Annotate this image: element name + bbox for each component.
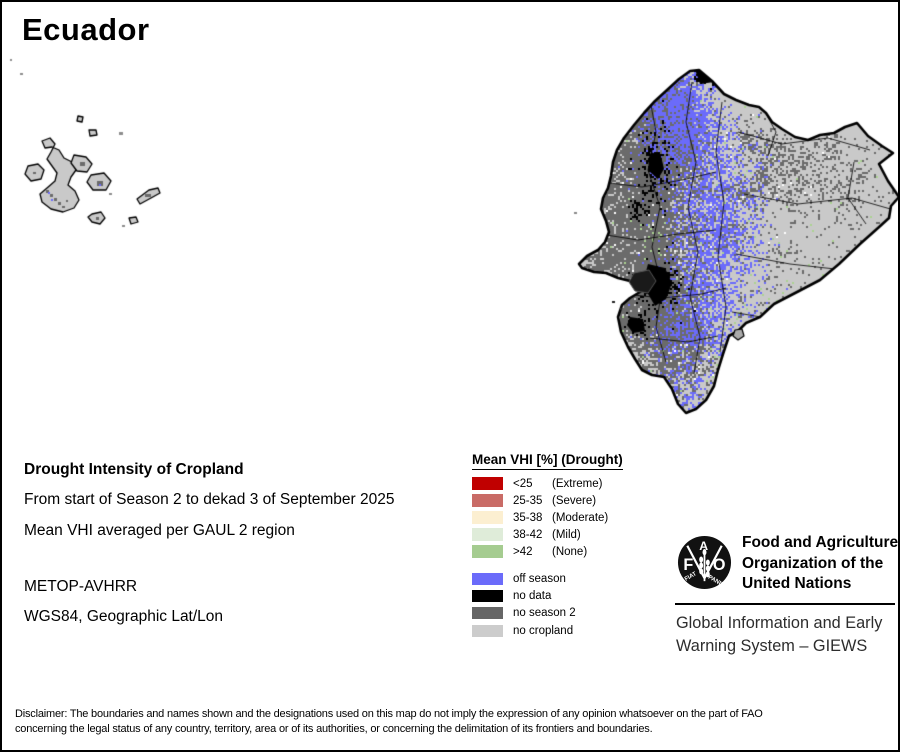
- legend-class-label: (Moderate): [552, 511, 609, 524]
- legend-class-label: (Extreme): [552, 477, 603, 490]
- legend-class-value: 35-38: [513, 511, 543, 524]
- legend-extra-label: no season 2: [513, 607, 576, 620]
- legend-swatch-2: [472, 511, 503, 524]
- legend-class-value: <25: [513, 477, 533, 490]
- legend-swatch-1: [472, 494, 503, 507]
- map-subject-heading: Drought Intensity of Cropland: [24, 461, 244, 478]
- fao-name-line: Food and Agriculture: [742, 534, 899, 551]
- legend-swatch-extra-2: [472, 607, 503, 620]
- fao-letter-o: O: [713, 556, 726, 574]
- map-aggregation-line: Mean VHI averaged per GAUL 2 region: [24, 522, 295, 539]
- legend-class-label: (Severe): [552, 494, 597, 507]
- disclaimer-text: Disclaimer: The boundaries and names sho…: [15, 707, 763, 738]
- legend-class-label: (None): [552, 545, 588, 558]
- footer-separator-line: [675, 603, 895, 605]
- disclaimer-line: Disclaimer: The boundaries and names sho…: [15, 708, 763, 720]
- legend-swatch-extra-1: [472, 590, 503, 603]
- legend-extra-classes: off season no data no season 2 no cropland: [472, 570, 682, 640]
- legend-title: Mean VHI [%] (Drought): [472, 452, 623, 470]
- fao-name-line: United Nations: [742, 575, 852, 592]
- giews-label: Global Information and Early Warning Sys…: [676, 612, 882, 658]
- giews-line: Global Information and Early: [676, 614, 883, 632]
- legend-row: no season 2: [472, 605, 682, 622]
- disclaimer-line: concerning the legal status of any count…: [15, 723, 653, 736]
- legend-extra-label: no cropland: [513, 624, 574, 637]
- giews-line: Warning System – GIEWS: [676, 637, 868, 655]
- wheat-grains-icon: [699, 549, 710, 578]
- legend-row: off season: [472, 570, 682, 587]
- legend-class-value: 38-42: [513, 528, 543, 541]
- legend: Mean VHI [%] (Drought) <25 (Extreme) 25-35…: [472, 451, 682, 640]
- fao-organization-name: Food and Agriculture Organization of the…: [742, 533, 898, 595]
- legend-row: >42 (None): [472, 543, 682, 560]
- legend-class-value: 25-35: [513, 494, 543, 507]
- fao-letter-a: A: [699, 539, 708, 553]
- legend-drought-classes: <25 (Extreme) 25-35 (Severe) 35-38 (Moderate)…: [472, 475, 682, 560]
- fao-logo: F A O FIAT PANIS: [677, 535, 732, 590]
- legend-swatch-extra-3: [472, 624, 503, 637]
- fao-motto-fiat: FIAT: [684, 571, 698, 583]
- legend-swatch-4: [472, 545, 503, 558]
- legend-row: 38-42 (Mild): [472, 526, 682, 543]
- legend-extra-label: off season: [513, 572, 566, 585]
- legend-extra-label: no data: [513, 590, 552, 603]
- legend-row: <25 (Extreme): [472, 475, 682, 492]
- map-projection-line: WGS84, Geographic Lat/Lon: [24, 608, 224, 625]
- page-title: Ecuador: [22, 12, 150, 47]
- legend-swatch-extra-0: [472, 572, 503, 585]
- legend-swatch-3: [472, 528, 503, 541]
- map-sensor-line: METOP-AVHRR: [24, 578, 138, 595]
- legend-row: no data: [472, 587, 682, 604]
- legend-row: 25-35 (Severe): [472, 492, 682, 509]
- fao-name-line: Organization of the: [742, 554, 884, 572]
- legend-row: no cropland: [472, 622, 682, 639]
- map-period-line: From start of Season 2 to dekad 3 of Sep…: [24, 491, 395, 508]
- legend-swatch-0: [472, 477, 503, 490]
- legend-class-value: >42: [513, 545, 533, 558]
- fao-letter-f: F: [683, 556, 693, 574]
- legend-row: 35-38 (Moderate): [472, 509, 682, 526]
- legend-class-label: (Mild): [552, 528, 581, 541]
